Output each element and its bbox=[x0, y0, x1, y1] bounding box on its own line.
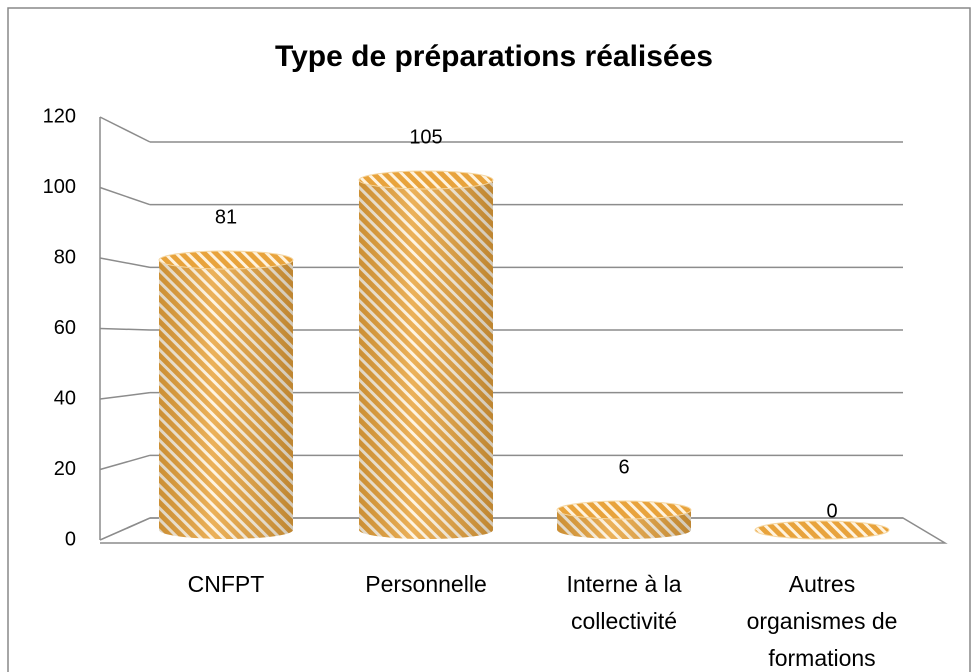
y-tick-label: 60 bbox=[54, 317, 76, 339]
tick-mark bbox=[99, 327, 151, 331]
tick-mark bbox=[99, 517, 151, 541]
data-label: 0 bbox=[826, 500, 837, 522]
bar-top bbox=[754, 520, 890, 540]
tick-mark bbox=[99, 186, 151, 206]
bar-shade bbox=[557, 510, 691, 539]
data-label: 81 bbox=[215, 206, 237, 228]
bar-top bbox=[556, 500, 692, 520]
y-tick-label: 40 bbox=[54, 387, 76, 409]
bar-top bbox=[158, 250, 294, 270]
x-tick-label: Interne à la collectivité bbox=[566, 571, 682, 634]
x-tick-label: Personnelle bbox=[365, 571, 487, 597]
bar-shade bbox=[159, 260, 293, 539]
tick-mark bbox=[99, 391, 151, 400]
y-tick-label: 20 bbox=[54, 458, 76, 480]
y-tick-label: 100 bbox=[43, 176, 76, 198]
y-tick-label: 0 bbox=[65, 528, 76, 550]
tick-mark bbox=[99, 454, 151, 471]
x-tick-label: CNFPT bbox=[187, 571, 265, 597]
x-tick-label: Autres organismes de formations bbox=[746, 571, 898, 671]
bar-top bbox=[358, 170, 494, 190]
data-label: 6 bbox=[618, 456, 629, 478]
data-label: 105 bbox=[409, 126, 442, 148]
tick-mark bbox=[99, 257, 151, 269]
bar-shade bbox=[359, 180, 493, 539]
tick-mark bbox=[99, 116, 151, 143]
chart-title: Type de préparations réalisées bbox=[275, 40, 713, 73]
y-tick-label: 120 bbox=[43, 105, 76, 127]
y-tick-label: 80 bbox=[54, 246, 76, 268]
